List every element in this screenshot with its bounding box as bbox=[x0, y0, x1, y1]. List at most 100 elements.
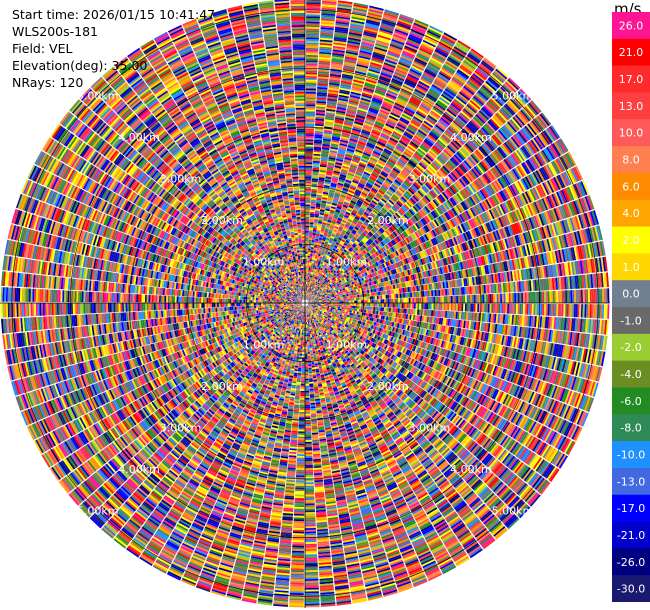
velocity-gate bbox=[347, 296, 349, 298]
velocity-gate bbox=[440, 296, 442, 303]
velocity-gate bbox=[306, 280, 307, 282]
velocity-gate bbox=[338, 300, 340, 302]
velocity-gate bbox=[309, 268, 311, 270]
velocity-gate bbox=[308, 256, 310, 258]
velocity-gate bbox=[305, 238, 308, 240]
velocity-gate bbox=[437, 297, 439, 304]
velocity-gate bbox=[309, 226, 313, 228]
velocity-gate bbox=[309, 263, 311, 265]
velocity-gate bbox=[305, 256, 307, 258]
velocity-gate bbox=[374, 300, 376, 303]
velocity-gate bbox=[460, 295, 462, 303]
velocity-gate bbox=[370, 296, 372, 299]
velocity-gate bbox=[310, 254, 313, 256]
velocity-gate bbox=[310, 259, 312, 261]
velocity-gate bbox=[577, 290, 579, 303]
velocity-gate bbox=[516, 293, 518, 303]
velocity-gate bbox=[519, 293, 521, 304]
velocity-gate bbox=[361, 300, 363, 303]
velocity-gate bbox=[307, 282, 308, 284]
velocity-gate bbox=[398, 298, 400, 303]
velocity-gate bbox=[367, 300, 369, 303]
velocity-gate bbox=[308, 273, 310, 275]
velocity-gate bbox=[352, 296, 354, 299]
velocity-gate bbox=[306, 284, 307, 286]
velocity-gate bbox=[534, 292, 536, 303]
velocity-gate bbox=[309, 238, 312, 240]
velocity-gate bbox=[329, 299, 331, 300]
velocity-gate bbox=[309, 235, 312, 237]
velocity-gate bbox=[461, 295, 463, 303]
velocity-gate bbox=[305, 236, 308, 238]
velocity-gate bbox=[576, 290, 578, 303]
velocity-gate bbox=[551, 291, 553, 303]
velocity-gate bbox=[307, 268, 309, 270]
velocity-gate bbox=[310, 256, 312, 258]
velocity-gate bbox=[562, 291, 564, 304]
velocity-gate bbox=[305, 261, 307, 263]
velocity-gate bbox=[407, 298, 409, 303]
velocity-gate bbox=[502, 293, 504, 303]
velocity-gate bbox=[308, 275, 310, 277]
velocity-gate bbox=[465, 295, 467, 303]
velocity-gate bbox=[382, 295, 384, 299]
velocity-gate bbox=[341, 295, 343, 297]
velocity-gate bbox=[537, 292, 539, 303]
velocity-gate bbox=[306, 285, 307, 287]
velocity-gate bbox=[311, 263, 313, 265]
velocity-gate bbox=[463, 295, 465, 303]
velocity-gate bbox=[308, 242, 311, 244]
velocity-gate bbox=[386, 295, 388, 299]
velocity-gate bbox=[326, 301, 328, 302]
velocity-gate bbox=[490, 294, 492, 303]
velocity-gate bbox=[472, 295, 474, 303]
velocity-gate bbox=[319, 301, 321, 302]
velocity-gate bbox=[310, 274, 312, 276]
velocity-gate bbox=[305, 245, 308, 247]
velocity-gate bbox=[370, 300, 372, 303]
velocity-gate bbox=[432, 297, 434, 303]
velocity-gate bbox=[505, 293, 507, 303]
velocity-gate bbox=[309, 265, 311, 267]
velocity-gate bbox=[555, 291, 557, 303]
velocity-gate bbox=[322, 299, 324, 300]
velocity-gate bbox=[305, 247, 308, 249]
velocity-gate bbox=[439, 297, 441, 304]
velocity-gate bbox=[308, 254, 311, 256]
velocity-gate bbox=[444, 296, 446, 303]
velocity-gate bbox=[344, 299, 346, 301]
velocity-gate bbox=[309, 275, 311, 277]
velocity-gate bbox=[403, 298, 405, 303]
velocity-gate bbox=[340, 296, 342, 298]
velocity-gate bbox=[361, 297, 363, 300]
velocity-gate bbox=[335, 298, 337, 300]
velocity-gate bbox=[451, 296, 453, 303]
velocity-gate bbox=[310, 258, 312, 260]
velocity-gate bbox=[542, 291, 544, 303]
velocity-gate bbox=[354, 298, 356, 301]
velocity-gate bbox=[500, 294, 502, 304]
velocity-gate bbox=[447, 296, 449, 303]
velocity-gate bbox=[442, 296, 444, 303]
velocity-gate bbox=[435, 297, 437, 303]
velocity-gate bbox=[305, 252, 308, 254]
velocity-gate bbox=[544, 291, 546, 303]
velocity-gate bbox=[474, 295, 476, 303]
velocity-gate bbox=[308, 279, 309, 281]
velocity-gate bbox=[428, 297, 430, 303]
velocity-gate bbox=[357, 295, 359, 298]
velocity-gate bbox=[306, 278, 307, 280]
velocity-gate bbox=[393, 299, 395, 303]
velocity-gate bbox=[495, 294, 497, 303]
velocity-gate bbox=[307, 271, 309, 273]
velocity-gate bbox=[342, 299, 344, 301]
velocity-gate bbox=[309, 229, 313, 231]
velocity-gate bbox=[334, 297, 336, 299]
velocity-gate bbox=[426, 297, 428, 303]
velocity-gate bbox=[574, 290, 576, 303]
velocity-gate bbox=[321, 301, 323, 302]
velocity-gate bbox=[308, 249, 311, 251]
velocity-gate bbox=[305, 259, 307, 261]
velocity-gate bbox=[305, 233, 308, 235]
